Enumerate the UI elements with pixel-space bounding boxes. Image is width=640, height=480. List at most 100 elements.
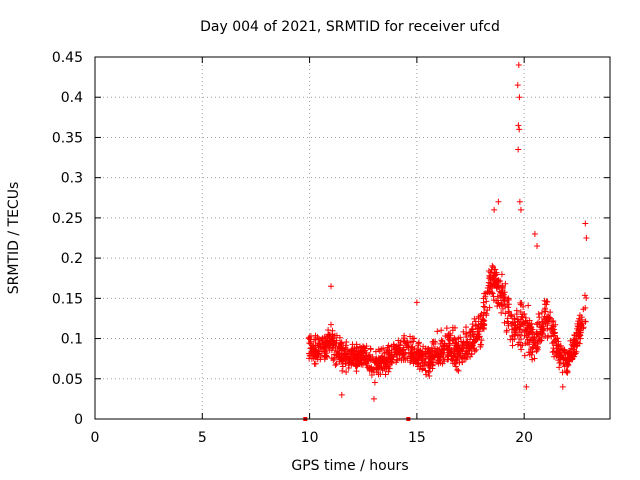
data-point xyxy=(517,342,524,349)
data-point xyxy=(534,346,541,353)
data-point xyxy=(581,292,588,299)
data-point xyxy=(336,358,343,365)
data-point xyxy=(549,340,556,347)
data-point xyxy=(559,369,566,376)
data-point xyxy=(422,355,429,362)
data-point xyxy=(511,316,518,323)
data-point xyxy=(475,331,482,338)
data-point xyxy=(376,363,383,370)
data-point xyxy=(507,312,514,319)
data-point xyxy=(317,353,324,360)
data-point xyxy=(566,353,573,360)
data-point xyxy=(500,293,507,300)
data-point xyxy=(505,304,512,311)
data-point xyxy=(550,317,557,324)
data-point xyxy=(491,206,498,213)
data-point xyxy=(386,347,393,354)
data-point xyxy=(336,334,343,341)
y-tick-label: 0.4 xyxy=(61,90,83,106)
y-axis-label: SRMTID / TECUs xyxy=(6,182,22,295)
data-point xyxy=(550,345,557,352)
data-point xyxy=(575,323,582,330)
data-point xyxy=(570,342,577,349)
data-point xyxy=(333,360,340,367)
data-point xyxy=(351,345,358,352)
data-point xyxy=(578,314,585,321)
data-point xyxy=(505,295,512,302)
data-point xyxy=(490,297,497,304)
data-point xyxy=(485,267,492,274)
data-point xyxy=(463,339,470,346)
data-point xyxy=(452,340,459,347)
data-point xyxy=(370,366,377,373)
data-point xyxy=(385,365,392,372)
data-point xyxy=(548,325,555,332)
data-point xyxy=(567,337,574,344)
data-point xyxy=(460,328,467,335)
data-point xyxy=(480,299,487,306)
data-point xyxy=(438,327,445,334)
data-point xyxy=(469,326,476,333)
data-point xyxy=(349,341,356,348)
data-point xyxy=(439,350,446,357)
data-point xyxy=(481,304,488,311)
data-point xyxy=(517,308,524,315)
data-point xyxy=(415,340,422,347)
data-point xyxy=(457,334,464,341)
grid xyxy=(95,57,610,419)
data-point xyxy=(388,358,395,365)
data-point xyxy=(534,243,541,250)
data-point xyxy=(514,332,521,339)
data-point xyxy=(340,345,347,352)
data-point xyxy=(394,356,401,363)
data-point xyxy=(539,320,546,327)
data-point xyxy=(495,299,502,306)
plot-frame xyxy=(94,56,611,420)
data-point xyxy=(361,344,368,351)
data-point xyxy=(421,363,428,370)
data-point xyxy=(535,311,542,318)
data-point xyxy=(397,342,404,349)
data-point xyxy=(353,368,360,375)
data-point xyxy=(371,379,378,386)
data-point xyxy=(481,321,488,328)
data-point xyxy=(307,336,314,343)
data-point xyxy=(482,293,489,300)
data-point xyxy=(556,364,563,371)
data-point xyxy=(455,367,462,374)
data-point xyxy=(415,361,422,368)
data-point xyxy=(461,355,468,362)
data-point xyxy=(550,332,557,339)
data-point xyxy=(463,331,470,338)
data-point xyxy=(442,333,449,340)
data-point xyxy=(323,339,330,346)
data-point xyxy=(328,321,334,328)
data-point xyxy=(428,352,435,359)
data-point xyxy=(377,371,384,378)
data-point xyxy=(529,337,536,344)
data-point xyxy=(330,335,337,342)
data-point xyxy=(338,339,345,346)
data-point xyxy=(409,338,416,345)
x-axis-label: GPS time / hours xyxy=(291,458,408,474)
data-point xyxy=(326,344,333,351)
data-point xyxy=(316,340,323,347)
data-point xyxy=(578,323,585,330)
data-point xyxy=(397,346,404,353)
data-point xyxy=(546,314,553,321)
data-point xyxy=(450,336,457,343)
data-point xyxy=(490,264,497,271)
data-point xyxy=(498,309,505,316)
y-tick-label: 0 xyxy=(74,412,83,428)
data-point xyxy=(505,322,512,329)
data-point xyxy=(514,82,521,89)
data-point xyxy=(478,337,485,344)
data-point xyxy=(370,395,377,402)
data-point xyxy=(400,344,407,351)
data-point xyxy=(343,368,350,375)
data-point xyxy=(536,314,543,321)
data-point xyxy=(326,331,333,338)
data-point xyxy=(576,332,583,339)
data-point xyxy=(577,329,584,336)
data-point xyxy=(404,339,411,346)
